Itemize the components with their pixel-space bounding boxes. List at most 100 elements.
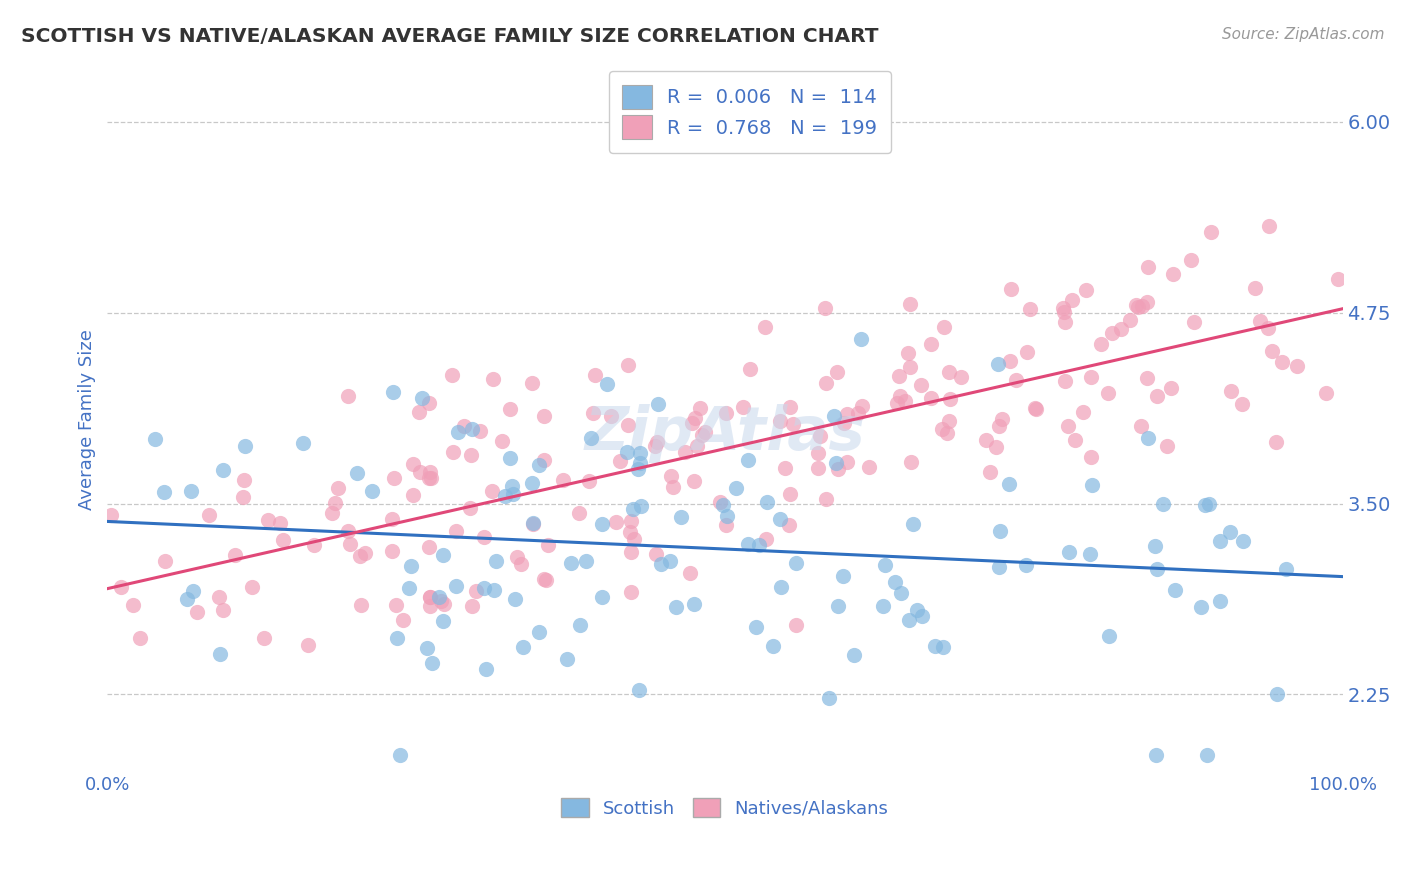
Point [976,433,998,447]
Point [1130,299,1153,313]
Point [465,584,488,599]
Point [253,631,276,645]
Point [1285,359,1308,373]
Point [128,631,150,645]
Point [692,427,714,442]
Point [910,378,932,392]
Point [713,498,735,512]
Point [551,473,574,487]
Point [321,506,343,520]
Point [1080,370,1102,384]
Point [939,392,962,407]
Point [938,365,960,379]
Point [689,401,711,416]
Point [1109,322,1132,336]
Point [1275,562,1298,576]
Point [890,585,912,599]
Point [579,431,602,445]
Point [444,579,467,593]
Point [461,421,484,435]
Point [568,506,591,520]
Point [920,337,942,351]
Point [686,439,709,453]
Point [522,516,544,531]
Point [560,556,582,570]
Point [756,494,779,508]
Point [621,502,644,516]
Point [578,474,600,488]
Point [1052,301,1074,315]
Point [354,546,377,560]
Point [1136,431,1159,445]
Point [754,320,776,334]
Point [385,599,408,613]
Point [211,603,233,617]
Point [1057,545,1080,559]
Point [143,432,166,446]
Point [409,465,432,479]
Point [339,537,361,551]
Legend: Scottish, Natives/Alaskans: Scottish, Natives/Alaskans [554,790,896,825]
Text: ZipAtlas: ZipAtlas [585,404,866,463]
Point [470,424,492,438]
Point [979,466,1001,480]
Point [444,524,467,539]
Point [998,354,1021,368]
Text: Source: ZipAtlas.com: Source: ZipAtlas.com [1222,27,1385,42]
Point [555,652,578,666]
Point [814,301,837,315]
Point [1198,497,1220,511]
Point [714,517,737,532]
Point [835,455,858,469]
Point [716,405,738,419]
Point [176,592,198,607]
Point [889,389,911,403]
Point [484,553,506,567]
Point [1071,405,1094,419]
Point [778,517,800,532]
Point [402,487,425,501]
Point [499,401,522,416]
Point [932,640,955,654]
Point [1137,260,1160,274]
Point [533,453,555,467]
Point [628,446,651,460]
Point [679,566,702,580]
Point [325,496,347,510]
Point [609,454,631,468]
Point [619,524,641,539]
Point [240,580,263,594]
Point [1265,434,1288,449]
Point [212,462,235,476]
Point [669,510,692,524]
Point [1270,355,1292,369]
Point [883,575,905,590]
Point [1144,748,1167,763]
Point [271,533,294,548]
Point [605,516,627,530]
Point [482,372,505,386]
Point [474,662,496,676]
Point [1164,583,1187,598]
Point [430,593,453,607]
Point [1060,293,1083,307]
Point [427,590,450,604]
Point [1064,433,1087,447]
Point [769,580,792,594]
Point [617,417,640,432]
Point [931,422,953,436]
Point [630,500,652,514]
Point [814,376,837,390]
Point [827,599,849,613]
Point [627,461,650,475]
Point [905,602,928,616]
Point [408,405,430,419]
Point [991,412,1014,426]
Point [685,410,707,425]
Point [1078,547,1101,561]
Point [628,456,651,470]
Point [398,582,420,596]
Point [709,494,731,508]
Point [1019,302,1042,317]
Point [644,547,666,561]
